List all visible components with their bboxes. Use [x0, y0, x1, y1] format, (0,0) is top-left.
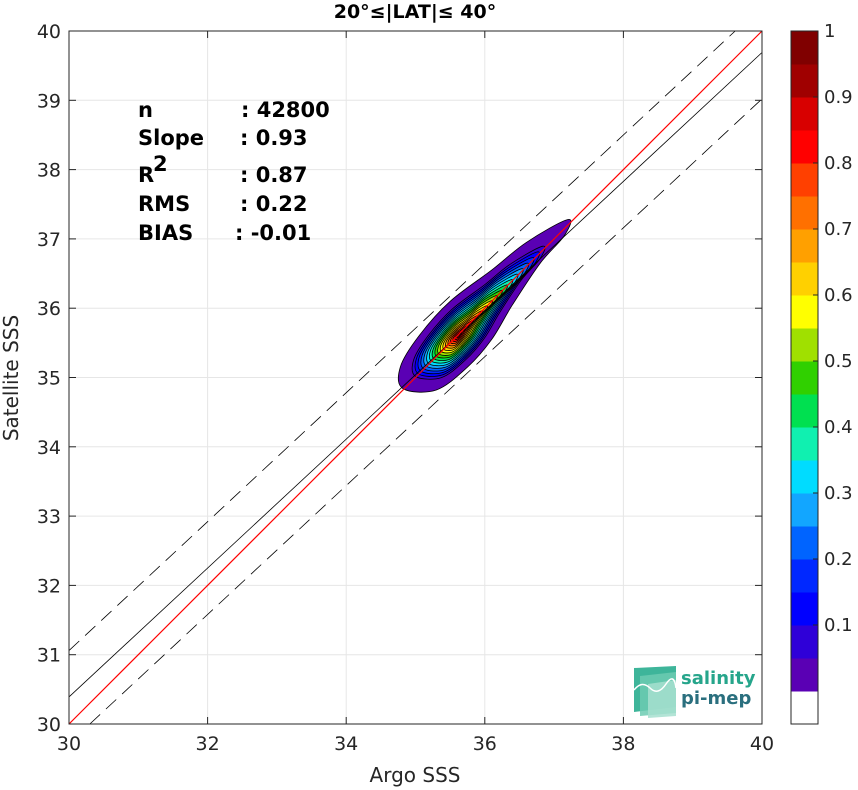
- colorbar-band: [791, 229, 818, 263]
- grid: [68, 30, 763, 725]
- upper-bound-line: [68, 30, 736, 651]
- x-axis-ticks: 30 32 34 36 38 40: [57, 31, 774, 755]
- colorbar-band: [791, 427, 818, 461]
- colorbar-tick-label: 0.5: [824, 351, 853, 372]
- colorbar-tick-label: 1: [824, 21, 835, 42]
- x-tick-label: 30: [57, 733, 81, 755]
- stat-label-slope: Slope: [138, 126, 204, 150]
- colorbar-frame: [790, 30, 819, 725]
- colorbar: 0.1 0.2 0.3 0.4 0.5 0.6 0.7 0.8 0.9 1: [790, 21, 853, 725]
- colorbar-band: [791, 328, 818, 362]
- y-tick-label: 30: [37, 714, 61, 736]
- colorbar-tick-label: 0.8: [824, 153, 853, 174]
- y-tick-label: 38: [37, 160, 61, 182]
- colorbar-band: [791, 625, 818, 659]
- y-tick-label: 37: [37, 229, 61, 251]
- stat-label-superscript: 2: [153, 152, 168, 176]
- colorbar-band: [791, 31, 818, 65]
- stat-label-r: R: [138, 163, 154, 187]
- colorbar-band: [791, 130, 818, 164]
- identity-line: [68, 30, 763, 725]
- colorbar-tick-label: 0.2: [824, 549, 853, 570]
- colorbar-band: [791, 163, 818, 197]
- stat-value-rms: : 0.22: [240, 192, 308, 216]
- y-tick-label: 35: [37, 368, 61, 390]
- stat-label-bias: BIAS: [138, 221, 193, 245]
- colorbar-band: [791, 295, 818, 329]
- colorbar-band: [791, 262, 818, 296]
- colorbar-tick-label: 0.3: [824, 483, 853, 504]
- y-tick-label: 34: [37, 437, 61, 459]
- y-tick-label: 39: [37, 90, 61, 112]
- colorbar-band: [791, 196, 818, 230]
- colorbar-tick-label: 0.7: [824, 219, 853, 240]
- y-tick-label: 40: [37, 21, 61, 43]
- colorbar-tick-label: 0.9: [824, 87, 853, 108]
- y-tick-label: 32: [37, 575, 61, 597]
- colorbar-band: [791, 394, 818, 428]
- stat-label-n: n: [138, 98, 153, 122]
- stat-value-slope: : 0.93: [240, 126, 308, 150]
- colorbar-band: [791, 592, 818, 626]
- colorbar-band: [791, 658, 818, 692]
- logo-text-line1: salinity: [681, 668, 756, 689]
- stat-label-rms: RMS: [138, 192, 190, 216]
- colorbar-band: [791, 97, 818, 131]
- logo-text-line2: pi-mep: [681, 688, 751, 709]
- stats-box: n : 42800 Slope : 0.93 R2 : 0.87 RMS : 0.22 BIAS…: [138, 98, 330, 245]
- x-axis-label: Argo SSS: [370, 763, 461, 787]
- salinity-pi-mep-logo: salinity pi-mep: [633, 666, 756, 718]
- colorbar-band: [791, 493, 818, 527]
- y-tick-label: 36: [37, 298, 61, 320]
- x-tick-label: 40: [750, 733, 774, 755]
- stat-value-n: : 42800: [241, 98, 330, 122]
- fit-line: [68, 52, 763, 698]
- y-tick-label: 33: [37, 506, 61, 528]
- x-tick-label: 36: [473, 733, 497, 755]
- colorbar-band: [791, 691, 818, 725]
- stat-value-bias: : -0.01: [235, 221, 311, 245]
- colorbar-tick-label: 0.1: [824, 615, 853, 636]
- colorbar-band: [791, 559, 818, 593]
- y-axis-label: Satellite SSS: [0, 315, 23, 441]
- x-tick-label: 34: [334, 733, 358, 755]
- y-axis-ticks: 30 31 32 33 34 35 36 37 38 39 40: [37, 21, 762, 736]
- chart-title: 20°≤|LAT|≤ 40°: [334, 1, 497, 23]
- y-tick-label: 31: [37, 645, 61, 667]
- colorbar-tick-label: 0.6: [824, 285, 853, 306]
- colorbar-band: [791, 361, 818, 395]
- x-tick-label: 32: [196, 733, 220, 755]
- logo-emblem: [633, 666, 677, 718]
- colorbar-band: [791, 526, 818, 560]
- x-tick-label: 38: [611, 733, 635, 755]
- colorbar-band: [791, 64, 818, 98]
- stat-value-r: : 0.87: [240, 163, 308, 187]
- reference-lines: [68, 30, 763, 725]
- colorbar-band: [791, 460, 818, 494]
- colorbar-tick-label: 0.4: [824, 417, 853, 438]
